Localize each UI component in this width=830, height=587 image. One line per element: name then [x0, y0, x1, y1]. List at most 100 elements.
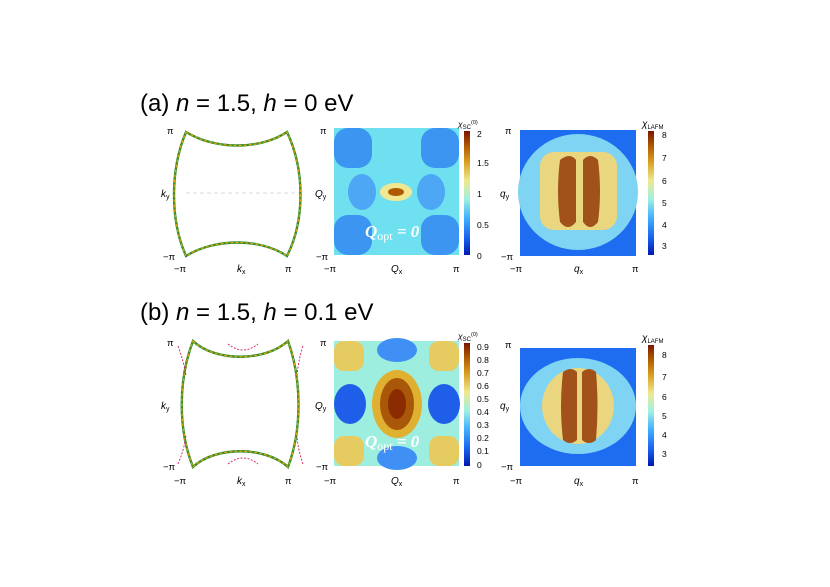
afm-a-cb-tick-0: 8 — [662, 130, 667, 140]
fermi-surface-plot-a: π −π ky −π π kx — [161, 126, 302, 276]
sc-map-a-blue-center-right — [417, 174, 445, 210]
qopt-annotation-b: Qopt = 0 — [365, 432, 420, 453]
sc-a-xtick-left: −π — [324, 264, 337, 275]
sc-susceptibility-map-b: Qopt = 0 π −π Qy −π π Qx χSC(0) 0.9 0.8 … — [315, 331, 489, 488]
sc-b-cb-tick-3: 0.6 — [477, 381, 489, 391]
sc-a-cb-tick-1: 1.5 — [477, 158, 489, 168]
afm-a-cb-tick-3: 5 — [662, 198, 667, 208]
fermi-b-pocket-left-upper — [177, 345, 187, 377]
afm-b-cb-tick-0: 8 — [662, 350, 667, 360]
fermi-a-ytick-top: π — [167, 126, 174, 137]
fermi-contour-outer — [172, 130, 302, 258]
sc-map-a-blue-bottomleft — [334, 215, 372, 255]
panel-b-title: (b) n = 1.5, h = 0.1 eV — [140, 299, 374, 326]
fermi-b-xtick-left: −π — [174, 476, 187, 487]
sc-b-xlabel: Qx — [391, 476, 403, 488]
fermi-b-ytick-top: π — [167, 338, 174, 349]
sc-b-colorbar — [464, 343, 470, 466]
afm-map-a-stripe-left — [558, 156, 576, 227]
afm-a-ytick-bottom: −π — [501, 252, 514, 263]
fermi-b-pocket-top — [227, 343, 259, 351]
sc-map-b-corner-tr — [429, 341, 459, 371]
afm-a-ytick-top: π — [505, 126, 512, 137]
afm-b-xtick-left: −π — [510, 476, 523, 487]
sc-b-cb-tick-7: 0.2 — [477, 433, 489, 443]
sc-a-cb-tick-3: 0.5 — [477, 220, 489, 230]
afm-a-cb-tick-5: 3 — [662, 241, 667, 251]
afm-map-b-stripe-left — [561, 369, 577, 443]
sc-map-b-peak-core — [388, 389, 406, 419]
afm-map-a-yellow-region — [540, 152, 617, 230]
fermi-a-ytick-bottom: −π — [163, 252, 176, 263]
afm-susceptibility-map-b: π −π qy −π π qx χLAFM 8 7 6 5 4 3 — [500, 333, 667, 488]
fermi-a-ylabel: ky — [161, 189, 170, 201]
afm-b-colorbar — [648, 345, 654, 466]
afm-map-b-stripe-right — [582, 369, 598, 443]
sc-b-ytick-bottom: −π — [316, 462, 329, 473]
afm-a-colorbar — [648, 131, 654, 255]
sc-a-xlabel: Qx — [391, 264, 403, 276]
sc-map-b-corner-tl — [334, 341, 364, 371]
sc-map-a-blue-bottomright — [421, 215, 459, 255]
fermi-a-xlabel: kx — [237, 264, 246, 276]
afm-a-xlabel: qx — [574, 264, 584, 276]
sc-map-b-blue-left — [334, 384, 366, 424]
sc-map-b-blue-top — [377, 338, 417, 362]
afm-a-xtick-left: −π — [510, 264, 523, 275]
fermi-b-pocket-bottom — [227, 457, 259, 465]
sc-a-xtick-right: π — [453, 264, 460, 275]
sc-b-cb-tick-6: 0.3 — [477, 420, 489, 430]
afm-map-a-stripe-right — [583, 156, 600, 227]
fermi-b-contour-outer — [180, 338, 300, 470]
afm-b-cb-tick-3: 5 — [662, 411, 667, 421]
sc-a-colorbar — [464, 131, 470, 255]
sc-map-b-corner-br — [429, 436, 459, 466]
sc-b-cb-tick-4: 0.5 — [477, 394, 489, 404]
afm-a-cb-tick-4: 4 — [662, 220, 667, 230]
sc-a-cb-tick-2: 1 — [477, 189, 482, 199]
fermi-b-xtick-right: π — [285, 476, 292, 487]
afm-a-cb-tick-1: 7 — [662, 153, 667, 163]
afm-a-xtick-right: π — [632, 264, 639, 275]
afm-b-cb-tick-5: 3 — [662, 449, 667, 459]
sc-map-a-blue-topleft — [334, 128, 372, 168]
sc-b-ylabel: Qy — [315, 401, 327, 413]
sc-a-ylabel: Qy — [315, 189, 327, 201]
sc-b-cb-tick-1: 0.8 — [477, 355, 489, 365]
fermi-b-pocket-right-lower — [296, 435, 304, 465]
sc-b-cb-tick-8: 0.1 — [477, 446, 489, 456]
sc-a-ytick-bottom: −π — [316, 252, 329, 263]
fermi-b-ytick-bottom: −π — [163, 462, 176, 473]
sc-map-b-blue-bottom — [377, 446, 417, 470]
afm-a-cb-tick-2: 6 — [662, 176, 667, 186]
sc-a-cb-tick-0: 2 — [477, 129, 482, 139]
fermi-a-xtick-left: −π — [174, 264, 187, 275]
sc-b-cb-tick-2: 0.7 — [477, 368, 489, 378]
afm-b-xtick-right: π — [632, 476, 639, 487]
sc-map-a-blue-topright — [421, 128, 459, 168]
panel-a-title: (a) n = 1.5, h = 0 eV — [140, 90, 354, 117]
sc-b-colorbar-label: χSC(0) — [457, 331, 478, 343]
sc-a-colorbar-label: χSC(0) — [457, 119, 478, 131]
sc-map-b-blue-right — [428, 384, 460, 424]
sc-b-cb-tick-9: 0 — [477, 460, 482, 470]
sc-b-ytick-top: π — [320, 338, 327, 349]
afm-b-cb-tick-1: 7 — [662, 372, 667, 382]
afm-map-b-yellow-region — [542, 368, 614, 444]
sc-b-cb-tick-5: 0.4 — [477, 407, 489, 417]
fermi-b-ylabel: ky — [161, 401, 170, 413]
afm-b-colorbar-label: χLAFM — [641, 333, 663, 345]
afm-b-cb-tick-2: 6 — [662, 392, 667, 402]
afm-a-ylabel: qy — [500, 189, 510, 201]
fermi-b-contour-inner — [181, 339, 300, 469]
sc-b-xtick-right: π — [453, 476, 460, 487]
sc-a-cb-tick-4: 0 — [477, 251, 482, 261]
fermi-b-pocket-right-upper — [296, 345, 304, 377]
sc-map-a-peak — [388, 188, 404, 196]
qopt-annotation-a: Qopt = 0 — [365, 222, 420, 243]
afm-b-ylabel: qy — [500, 401, 510, 413]
fermi-contour-inner — [173, 131, 302, 257]
fermi-b-xlabel: kx — [237, 476, 246, 488]
afm-a-colorbar-label: χLAFM — [641, 119, 663, 131]
